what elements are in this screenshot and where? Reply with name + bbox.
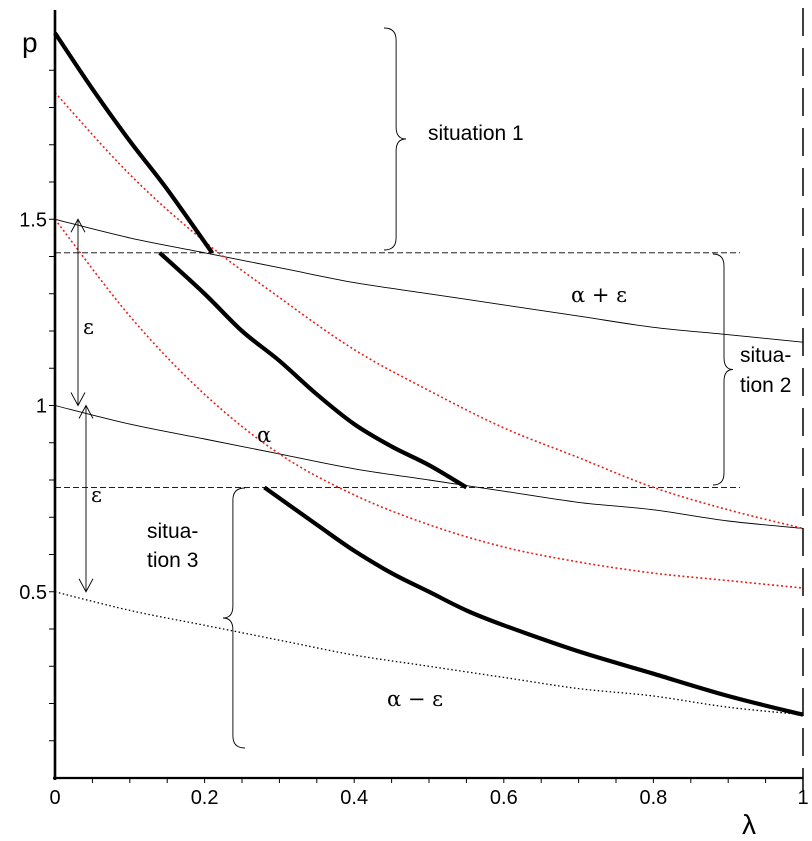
series-line-4 — [54, 218, 804, 589]
annotation-situation-2-line-1: situa- — [740, 344, 791, 367]
series-line-7 — [263, 485, 804, 717]
y-tick-label-2: 1.5 — [19, 209, 47, 231]
axes — [49, 10, 803, 783]
annotation-situation-2-line-2: tion 2 — [740, 374, 791, 397]
y-tick-label-0: 0.5 — [19, 582, 47, 604]
x-tick-label-2: 0.4 — [340, 787, 368, 809]
brace-situation-3 — [222, 487, 246, 749]
annotation-alpha-minus-epsilon: α − ε — [387, 687, 443, 711]
x-tick-label-4: 0.8 — [639, 787, 667, 809]
series-line-3 — [54, 92, 804, 530]
x-tick-label-5: 1 — [797, 787, 808, 809]
x-tick-label-3: 0.6 — [490, 787, 518, 809]
reference-lines — [55, 8, 804, 790]
annotation-epsilon-lower: ε — [91, 483, 102, 507]
x-tick-label-0: 0 — [49, 787, 60, 809]
series-line-0 — [54, 218, 804, 343]
series-line-5 — [53, 31, 214, 255]
brace-situation-1 — [383, 27, 407, 251]
epsilon-arrow-lower — [78, 404, 94, 593]
annotation-epsilon-upper: ε — [83, 315, 94, 339]
tick-labels: 0 0.2 0.4 0.6 0.8 1 0.5 1 1.5 — [19, 209, 808, 809]
x-tick-label-1: 0.2 — [191, 787, 219, 809]
annotation-situation-1: situation 1 — [428, 122, 524, 145]
epsilon-arrow-upper — [70, 218, 86, 407]
annotation-situation-3-line-2: tion 3 — [147, 549, 198, 572]
x-axis-label: λ — [742, 809, 756, 840]
y-tick-label-1: 1 — [36, 396, 47, 418]
annotation-alpha-plus-epsilon: α + ε — [571, 283, 627, 307]
series-line-1 — [54, 405, 804, 529]
series-line-6 — [158, 251, 468, 490]
annotation-alpha: α — [257, 423, 271, 447]
annotations: situation 1 situa-tion 2 situa-tion 3 α + ε… — [70, 27, 791, 749]
annotation-situation-3-line-1: situa- — [147, 520, 198, 543]
brace-situation-2 — [712, 253, 734, 486]
y-axis-label: p — [22, 27, 38, 58]
series-layer — [53, 31, 804, 717]
